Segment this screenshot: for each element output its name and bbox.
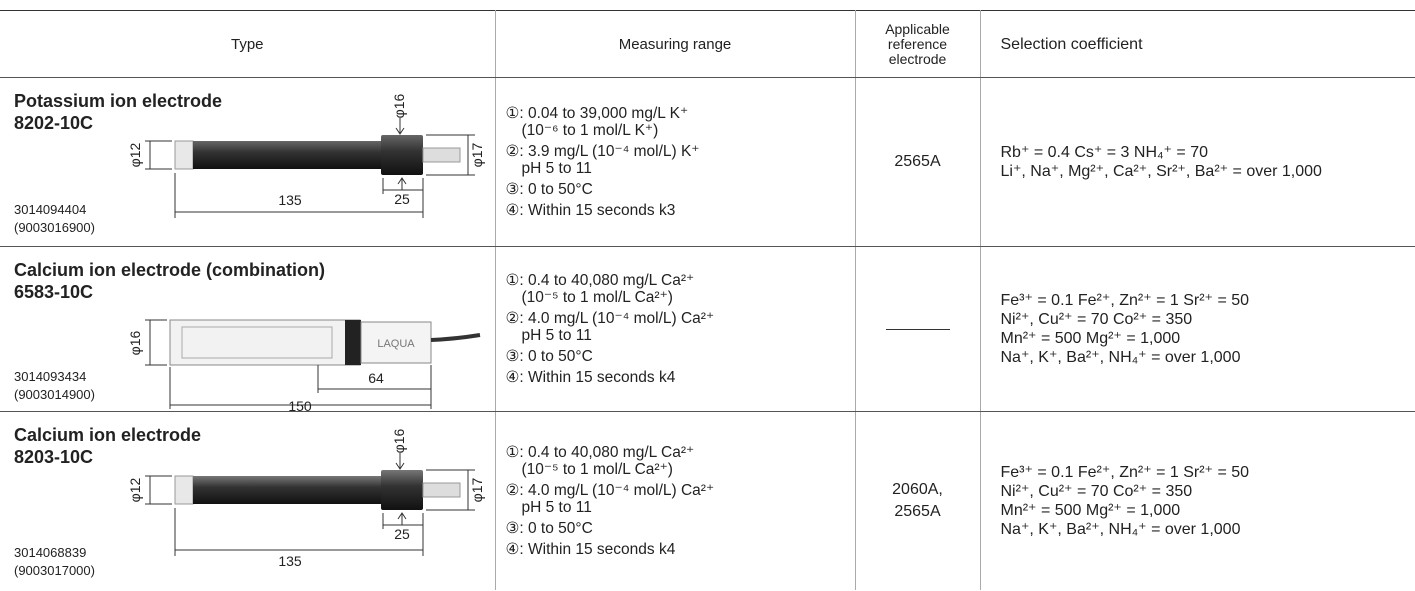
selection-line: Na⁺, K⁺, Ba²⁺, NH₄⁺ = over 1,000 (1000, 521, 1241, 538)
selection-line: Ni²⁺, Cu²⁺ = 70 Co²⁺ = 350 (1000, 311, 1193, 328)
type-cell: Calcium ion electrode (combination) 6583-… (0, 246, 495, 414)
range-cell: ①: 0.4 to 40,080 mg/L Ca²⁺ (10⁻⁵ to 1 mol… (494, 411, 855, 590)
selection-cell: Fe³⁺ = 0.1 Fe²⁺, Zn²⁺ = 1 Sr²⁺ = 50 Ni²⁺… (979, 246, 1415, 412)
type-name: Calcium ion electrode 8203-10C (14, 424, 201, 468)
reference: 2565A (854, 77, 980, 247)
header-row: Type Measuring range Applicable referenc… (0, 10, 1415, 78)
range-line: ③: 0 to 50°C (505, 181, 593, 198)
row: Calcium ion electrode (combination) 6583-… (0, 246, 1415, 414)
row: Calcium ion electrode 8203-10C φ16 φ12 φ1… (0, 411, 1415, 591)
range-line: ①: 0.4 to 40,080 mg/L Ca²⁺ (505, 444, 695, 461)
range-line: (10⁻⁶ to 1 mol/L K⁺) (521, 122, 659, 139)
dimension: φ17 (469, 477, 485, 502)
selection-line: Fe³⁺ = 0.1 Fe²⁺, Zn²⁺ = 1 Sr²⁺ = 50 (1000, 292, 1250, 309)
range-line: ②: 4.0 mg/L (10⁻⁴ mol/L) Ca²⁺ (505, 482, 715, 499)
header: Selection coefficient (979, 10, 1415, 78)
dimension: φ16 (391, 428, 407, 453)
dimension: 25 (394, 526, 410, 542)
selection-line: Mn²⁺ = 500 Mg²⁺ = 1,000 (1000, 330, 1181, 347)
electrode-drawing: φ16 φ12 φ17 25 135 (127, 428, 485, 569)
type-name: Calcium ion electrode (combination) 6583-… (14, 259, 325, 303)
range-line: ③: 0 to 50°C (505, 520, 593, 537)
range-cell: ①: 0.04 to 39,000 mg/L K⁺ (10⁻⁶ to 1 mol/… (494, 77, 855, 247)
table: Type Measuring range Applicable referenc… (0, 10, 1415, 590)
reference (854, 246, 980, 412)
range-line: (10⁻⁵ to 1 mol/L Ca²⁺) (521, 289, 673, 306)
electrode-drawing: φ16 φ12 φ17 25 135 (127, 93, 485, 218)
type-cell: Calcium ion electrode 8203-10C φ16 φ12 φ1… (0, 412, 495, 591)
dimension: φ16 (391, 93, 407, 118)
reference: 2060A, 2565A (854, 411, 980, 590)
header: Applicable reference electrode (854, 10, 980, 78)
selection-line: Rb⁺ = 0.4 Cs⁺ = 3 NH₄⁺ = 70 (1000, 144, 1209, 161)
brand-label: LAQUA (377, 338, 415, 350)
dimension: φ17 (469, 142, 485, 167)
range-line: ②: 4.0 mg/L (10⁻⁴ mol/L) Ca²⁺ (505, 310, 715, 327)
range-line: ④: Within 15 seconds k4 (505, 369, 676, 386)
range-line: ②: 3.9 mg/L (10⁻⁴ mol/L) K⁺ (505, 143, 700, 160)
product-name: Calcium ion electrode (14, 425, 202, 445)
range-line: ①: 0.4 to 40,080 mg/L Ca²⁺ (505, 272, 695, 289)
code: (9003016900) (14, 220, 95, 235)
range-line: pH 5 to 11 (521, 499, 592, 516)
header: Type (0, 10, 495, 78)
dimension: 25 (394, 191, 410, 207)
type-cell: Potassium ion electrode 8202-10C φ16 φ12 … (0, 77, 495, 247)
code: (9003017000) (14, 563, 95, 578)
range-line: pH 5 to 11 (521, 160, 592, 177)
dimension: φ12 (127, 477, 143, 502)
range-line: ①: 0.04 to 39,000 mg/L K⁺ (505, 105, 689, 122)
header: Measuring range (494, 10, 855, 78)
selection-line: Fe³⁺ = 0.1 Fe²⁺, Zn²⁺ = 1 Sr²⁺ = 50 (1000, 464, 1250, 481)
dimension: φ12 (127, 142, 143, 167)
selection-cell: Fe³⁺ = 0.1 Fe²⁺, Zn²⁺ = 1 Sr²⁺ = 50 Ni²⁺… (979, 411, 1415, 590)
table-wrap: Type Measuring range Applicable referenc… (0, 10, 1415, 590)
row: Potassium ion electrode 8202-10C φ16 φ12 … (0, 77, 1415, 247)
model: 8202-10C (14, 113, 94, 133)
product-name: Calcium ion electrode (combination) (14, 260, 326, 280)
product-name: Potassium ion electrode (14, 91, 223, 111)
code: 3014068839 (14, 545, 87, 560)
code: 3014094404 (14, 202, 87, 217)
range-line: ③: 0 to 50°C (505, 348, 593, 365)
electrode-drawing: LAQUA φ16 64 150 (127, 319, 481, 414)
selection-line: Ni²⁺, Cu²⁺ = 70 Co²⁺ = 350 (1000, 483, 1193, 500)
dimension: 135 (278, 553, 302, 569)
model: 6583-10C (14, 282, 94, 302)
dimension: 135 (278, 192, 302, 208)
selection-cell: Rb⁺ = 0.4 Cs⁺ = 3 NH₄⁺ = 70 Li⁺, Na⁺, Mg… (979, 77, 1415, 247)
model: 8203-10C (14, 447, 94, 467)
range-line: ④: Within 15 seconds k3 (505, 202, 676, 219)
dimension: 150 (288, 398, 312, 414)
selection-line: Na⁺, K⁺, Ba²⁺, NH₄⁺ = over 1,000 (1000, 349, 1241, 366)
range-cell: ①: 0.4 to 40,080 mg/L Ca²⁺ (10⁻⁵ to 1 mol… (494, 246, 855, 412)
dimension: 64 (368, 370, 384, 386)
type-name: Potassium ion electrode 8202-10C (14, 90, 222, 134)
range-line: (10⁻⁵ to 1 mol/L Ca²⁺) (521, 461, 673, 478)
selection-line: Li⁺, Na⁺, Mg²⁺, Ca²⁺, Sr²⁺, Ba²⁺ = over … (1000, 163, 1322, 180)
selection-line: Mn²⁺ = 500 Mg²⁺ = 1,000 (1000, 502, 1181, 519)
range-line: pH 5 to 11 (521, 327, 592, 344)
range-line: ④: Within 15 seconds k4 (505, 541, 676, 558)
empty-dash (885, 328, 950, 330)
code: (9003014900) (14, 387, 95, 402)
dimension: φ16 (127, 330, 143, 355)
code: 3014093434 (14, 369, 87, 384)
